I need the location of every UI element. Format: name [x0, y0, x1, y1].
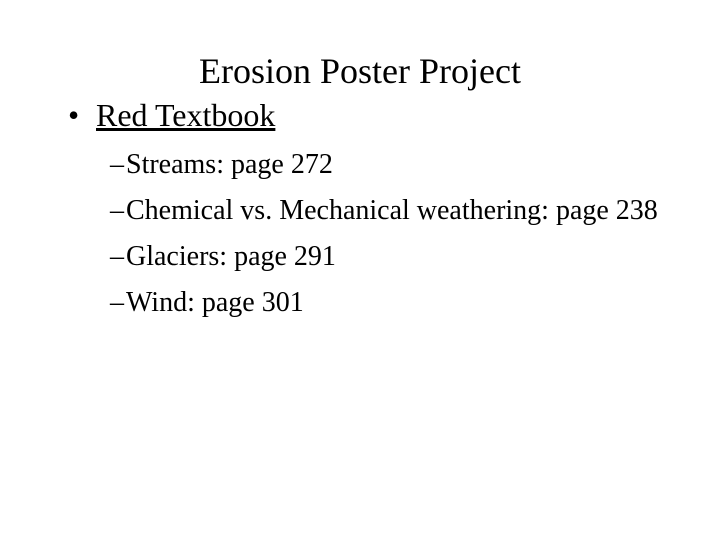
subitem: –Streams: page 272: [110, 146, 680, 184]
bullet-text: Red Textbook: [96, 97, 275, 133]
subitem-text: Streams: page 272: [126, 149, 333, 180]
slide-title: Erosion Poster Project: [40, 50, 680, 92]
subitem-text: Wind: page 301: [126, 287, 304, 318]
dash-icon: –: [110, 195, 124, 226]
subitem: –Chemical vs. Mechanical weathering: pag…: [110, 192, 680, 230]
bullet-marker: •: [68, 96, 96, 134]
subitem: –Glaciers: page 291: [110, 238, 680, 276]
dash-icon: –: [110, 287, 124, 318]
dash-icon: –: [110, 149, 124, 180]
subitem: –Wind: page 301: [110, 284, 680, 322]
slide-container: Erosion Poster Project •Red Textbook –St…: [0, 0, 720, 370]
subitem-text: Glaciers: page 291: [126, 241, 336, 272]
subitem-text: Chemical vs. Mechanical weathering: page…: [126, 195, 658, 226]
dash-icon: –: [110, 241, 124, 272]
bullet-level1: •Red Textbook: [68, 96, 680, 134]
